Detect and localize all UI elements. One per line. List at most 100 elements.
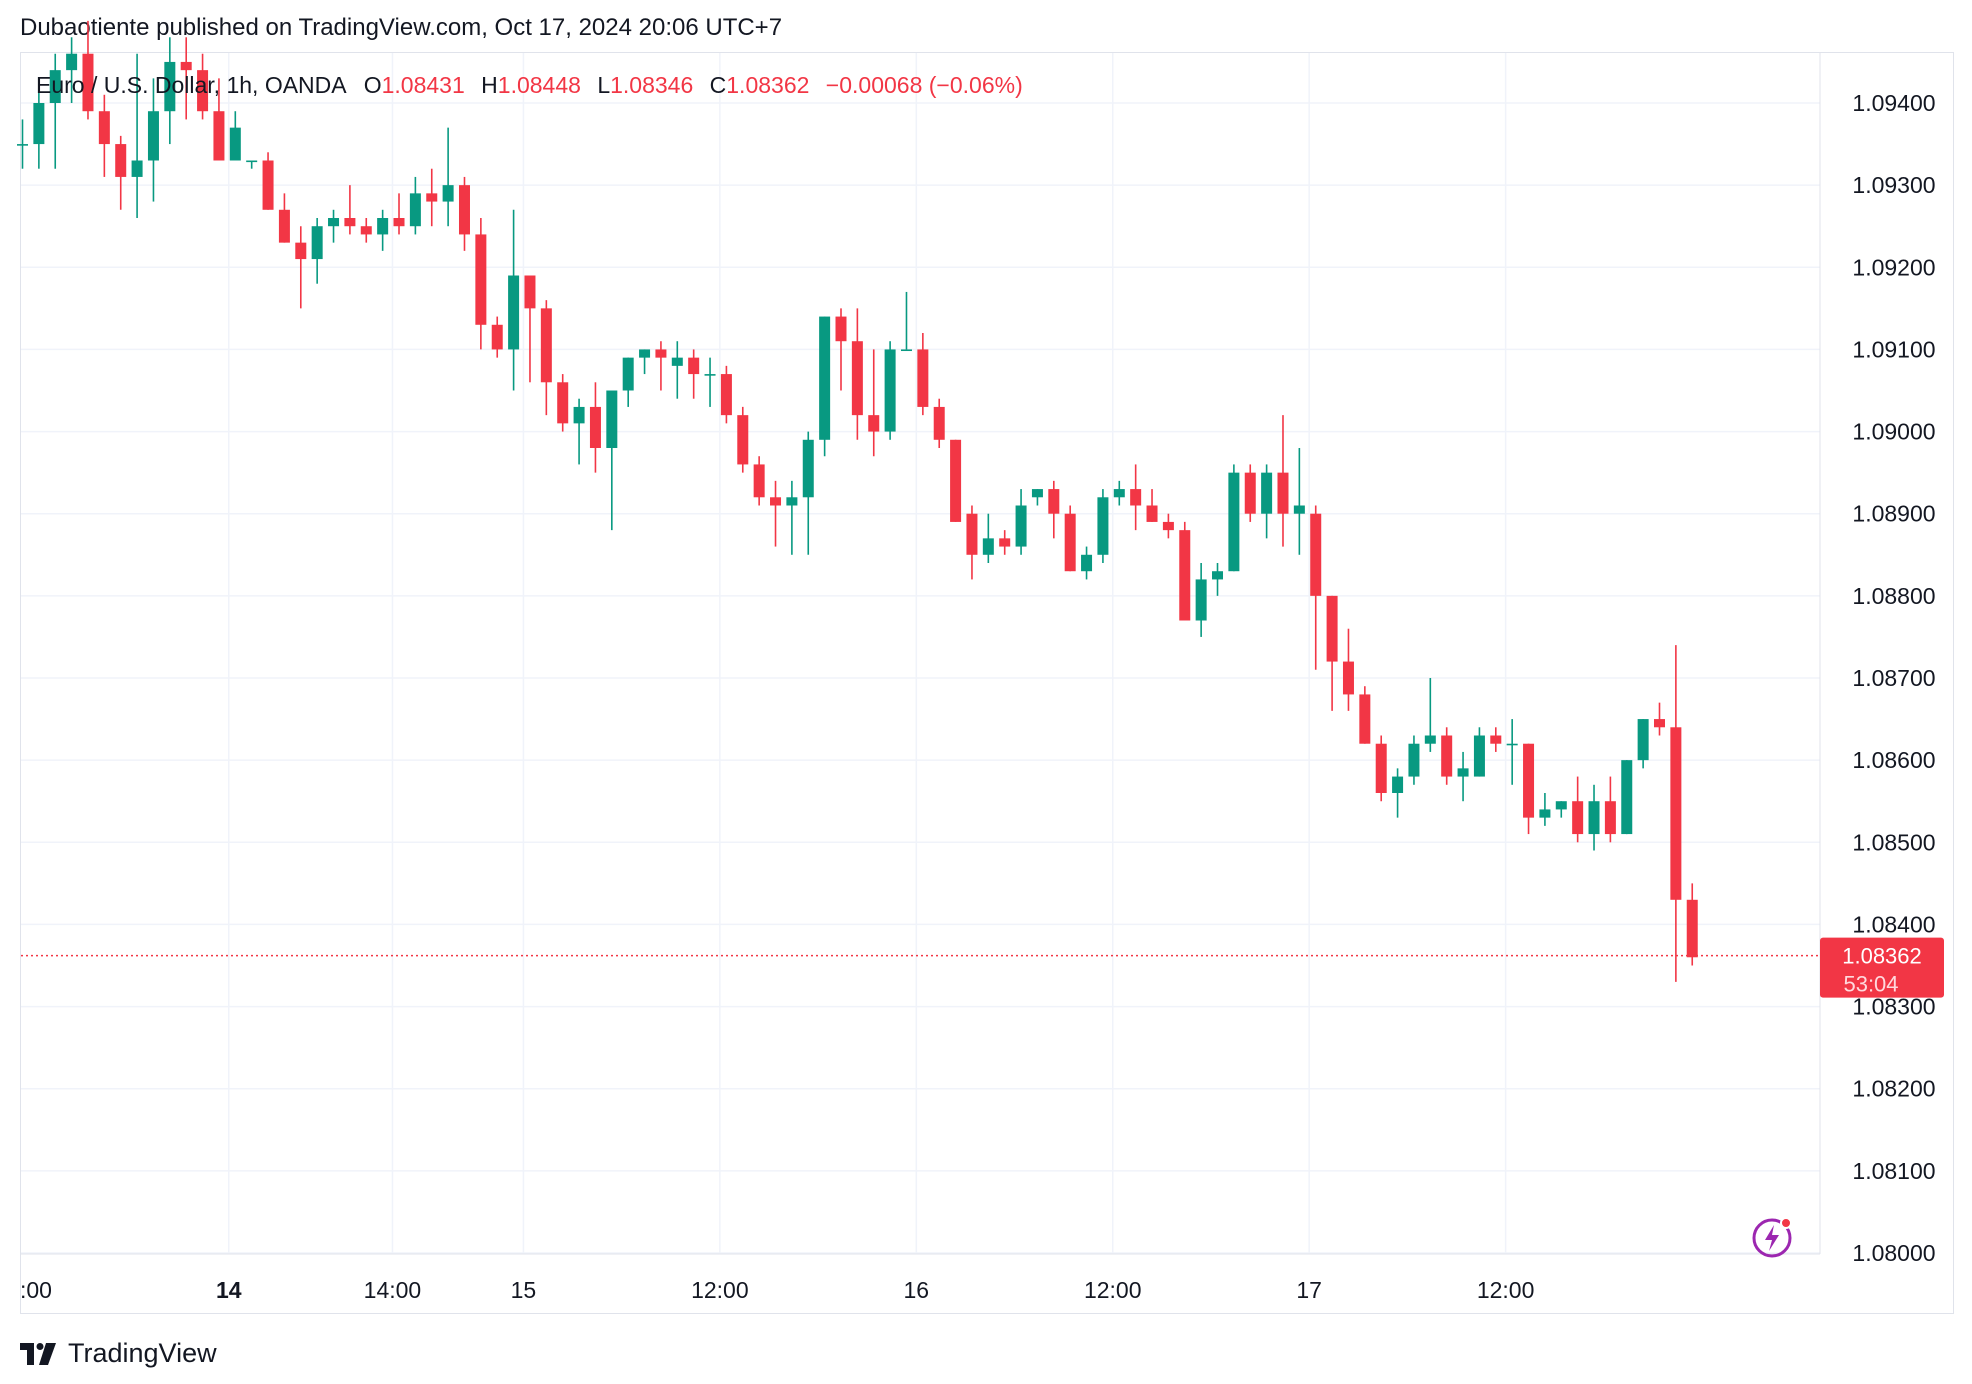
candle[interactable] [1588, 784, 1600, 851]
candle[interactable] [1228, 464, 1240, 572]
candle[interactable] [475, 218, 487, 350]
candle[interactable] [1031, 489, 1043, 506]
candle[interactable] [1457, 751, 1469, 802]
candle[interactable] [1375, 735, 1387, 802]
candle[interactable] [131, 53, 143, 218]
candle[interactable] [278, 193, 290, 243]
candle[interactable] [1244, 464, 1256, 522]
candle[interactable] [819, 316, 831, 457]
candle[interactable] [557, 374, 569, 432]
candle[interactable] [606, 390, 618, 531]
candle[interactable] [1408, 735, 1420, 785]
candle[interactable] [770, 480, 782, 547]
candle[interactable] [82, 20, 94, 120]
candle[interactable] [393, 193, 405, 235]
candle[interactable] [98, 94, 110, 177]
candle[interactable] [1179, 521, 1191, 621]
candle[interactable] [1572, 776, 1584, 843]
candle[interactable] [639, 349, 651, 375]
candle[interactable] [1310, 505, 1322, 670]
candle[interactable] [147, 78, 159, 202]
candle[interactable] [508, 209, 520, 391]
candle[interactable] [295, 226, 307, 309]
candle[interactable] [540, 300, 552, 416]
candle[interactable] [197, 53, 209, 120]
candle[interactable] [33, 86, 45, 169]
candle[interactable] [1670, 645, 1682, 982]
candle[interactable] [1081, 546, 1093, 580]
candle[interactable] [426, 168, 438, 227]
candle[interactable] [1064, 505, 1076, 572]
candle[interactable] [311, 218, 323, 284]
candle[interactable] [1130, 464, 1142, 531]
candle[interactable] [1473, 727, 1485, 777]
candle[interactable] [1539, 793, 1551, 826]
candle[interactable] [1326, 595, 1338, 711]
candle[interactable] [884, 341, 896, 440]
candle[interactable] [933, 398, 945, 448]
candle[interactable] [115, 135, 127, 210]
candle[interactable] [1048, 480, 1060, 539]
candle[interactable] [655, 341, 667, 391]
candle[interactable] [246, 160, 258, 169]
candle[interactable] [1113, 480, 1125, 506]
candle[interactable] [1424, 678, 1436, 752]
candle[interactable] [1146, 489, 1158, 522]
candle[interactable] [1212, 563, 1224, 596]
tradingview-brand[interactable]: TradingView [20, 1338, 217, 1369]
candle[interactable] [868, 349, 880, 457]
candle[interactable] [1015, 489, 1027, 555]
candle[interactable] [229, 111, 241, 161]
candle[interactable] [1637, 719, 1649, 769]
candle[interactable] [180, 37, 192, 120]
candle[interactable] [589, 382, 601, 473]
candle[interactable] [213, 78, 225, 161]
candle[interactable] [164, 37, 176, 145]
candle[interactable] [1441, 727, 1453, 785]
candle[interactable] [1686, 883, 1698, 966]
candle[interactable] [491, 316, 503, 358]
candle[interactable] [49, 53, 61, 169]
candle[interactable] [802, 431, 814, 555]
symbol-legend[interactable]: Euro / U.S. Dollar, 1h, OANDA O1.08431 H… [36, 72, 1023, 99]
candle[interactable] [851, 308, 863, 440]
candle[interactable] [737, 406, 749, 473]
candle[interactable] [720, 365, 732, 424]
candle[interactable] [1293, 448, 1305, 555]
candle[interactable] [442, 127, 454, 227]
candle[interactable] [1342, 628, 1354, 711]
candle[interactable] [1555, 801, 1567, 818]
candle[interactable] [704, 357, 716, 407]
candle[interactable] [66, 37, 78, 103]
candle[interactable] [753, 456, 765, 506]
candle[interactable] [622, 357, 634, 407]
candle[interactable] [1604, 776, 1616, 843]
candle[interactable] [999, 530, 1011, 555]
candle[interactable] [377, 209, 389, 251]
candle[interactable] [1195, 563, 1207, 637]
candle[interactable] [524, 275, 536, 383]
candle[interactable] [1277, 415, 1289, 547]
candle[interactable] [1654, 702, 1665, 736]
candle[interactable] [982, 513, 994, 563]
candle[interactable] [17, 119, 28, 169]
candle[interactable] [950, 439, 962, 522]
candle[interactable] [688, 349, 700, 399]
lightning-icon[interactable] [1752, 1214, 1796, 1263]
candle[interactable] [262, 152, 274, 210]
candle[interactable] [344, 185, 356, 235]
candle[interactable] [835, 308, 847, 391]
candle[interactable] [1490, 727, 1502, 752]
candle[interactable] [1261, 464, 1273, 539]
candle[interactable] [1392, 768, 1404, 818]
candle[interactable] [409, 176, 421, 235]
candle[interactable] [1162, 513, 1174, 539]
chart-frame[interactable] [20, 52, 1954, 1314]
candle[interactable] [900, 291, 912, 352]
candle[interactable] [1621, 760, 1633, 835]
candle[interactable] [360, 218, 372, 243]
candle[interactable] [786, 480, 798, 555]
candle[interactable] [1506, 719, 1518, 785]
candle[interactable] [328, 209, 340, 243]
